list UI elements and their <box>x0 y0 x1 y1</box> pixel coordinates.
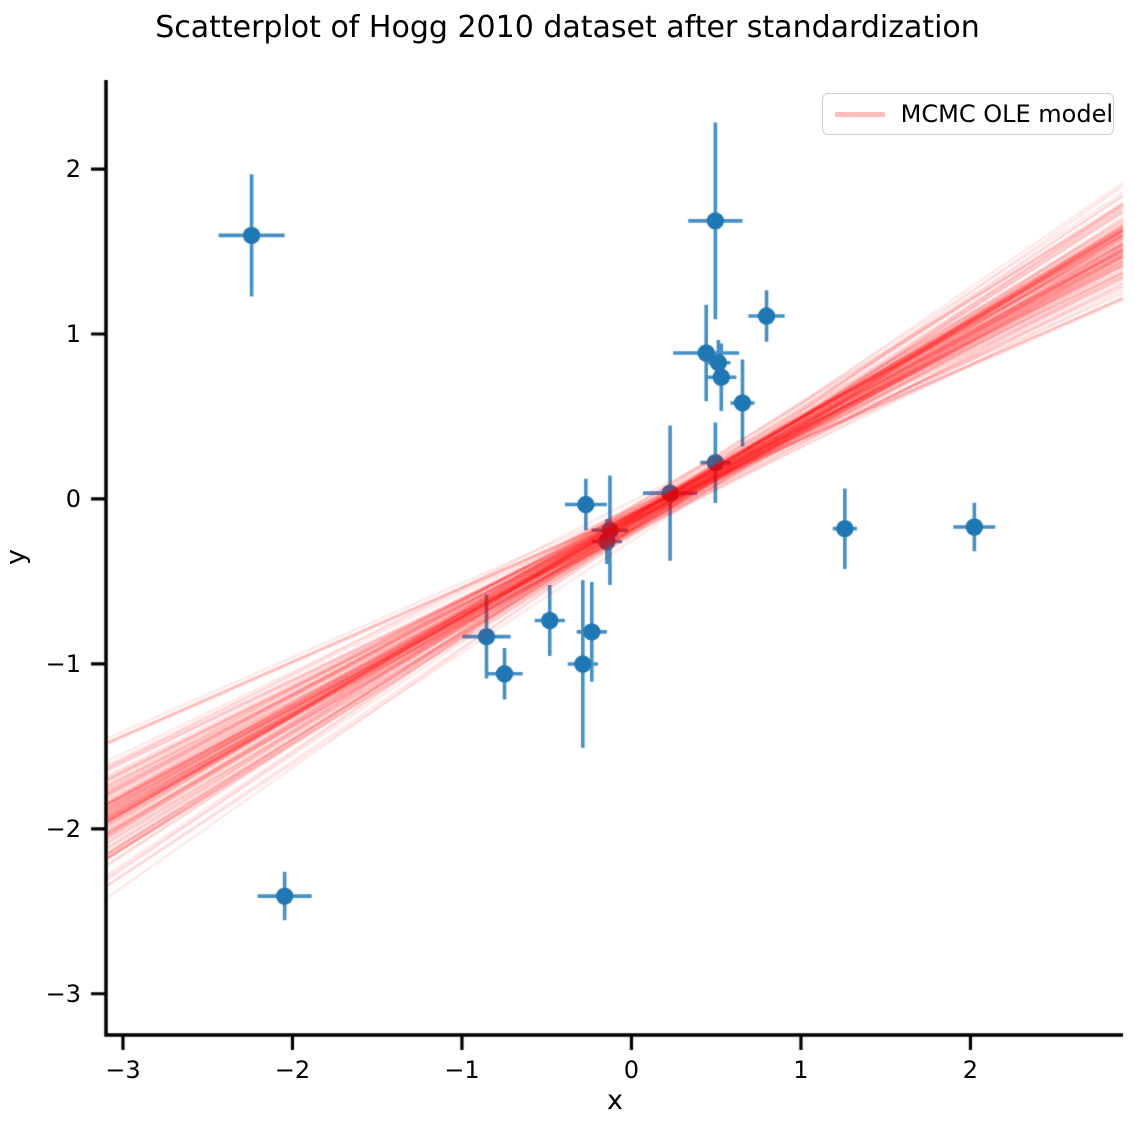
x-tick-label: −2 <box>274 1056 311 1084</box>
y-tick-label: −2 <box>45 814 81 843</box>
legend-line-swatch <box>835 111 885 117</box>
legend: MCMC OLE model <box>822 93 1114 135</box>
x-tick-label: −3 <box>105 1056 141 1084</box>
y-tick-label: 0 <box>65 484 81 513</box>
legend-label: MCMC OLE model <box>900 100 1113 128</box>
x-axis-label: x <box>607 1085 623 1116</box>
chart-title: Scatterplot of Hogg 2010 dataset after s… <box>155 10 980 45</box>
y-tick-label: −1 <box>45 649 81 678</box>
y-tick-label: −3 <box>45 979 81 1008</box>
y-tick-label: 1 <box>65 320 81 348</box>
x-tick-label: 1 <box>793 1056 809 1084</box>
x-tick-label: 2 <box>962 1056 979 1084</box>
x-tick-label: −1 <box>444 1056 480 1084</box>
x-tick-label: 0 <box>623 1056 640 1084</box>
y-axis-label: y <box>0 549 32 565</box>
y-tick-label: 2 <box>65 155 81 184</box>
